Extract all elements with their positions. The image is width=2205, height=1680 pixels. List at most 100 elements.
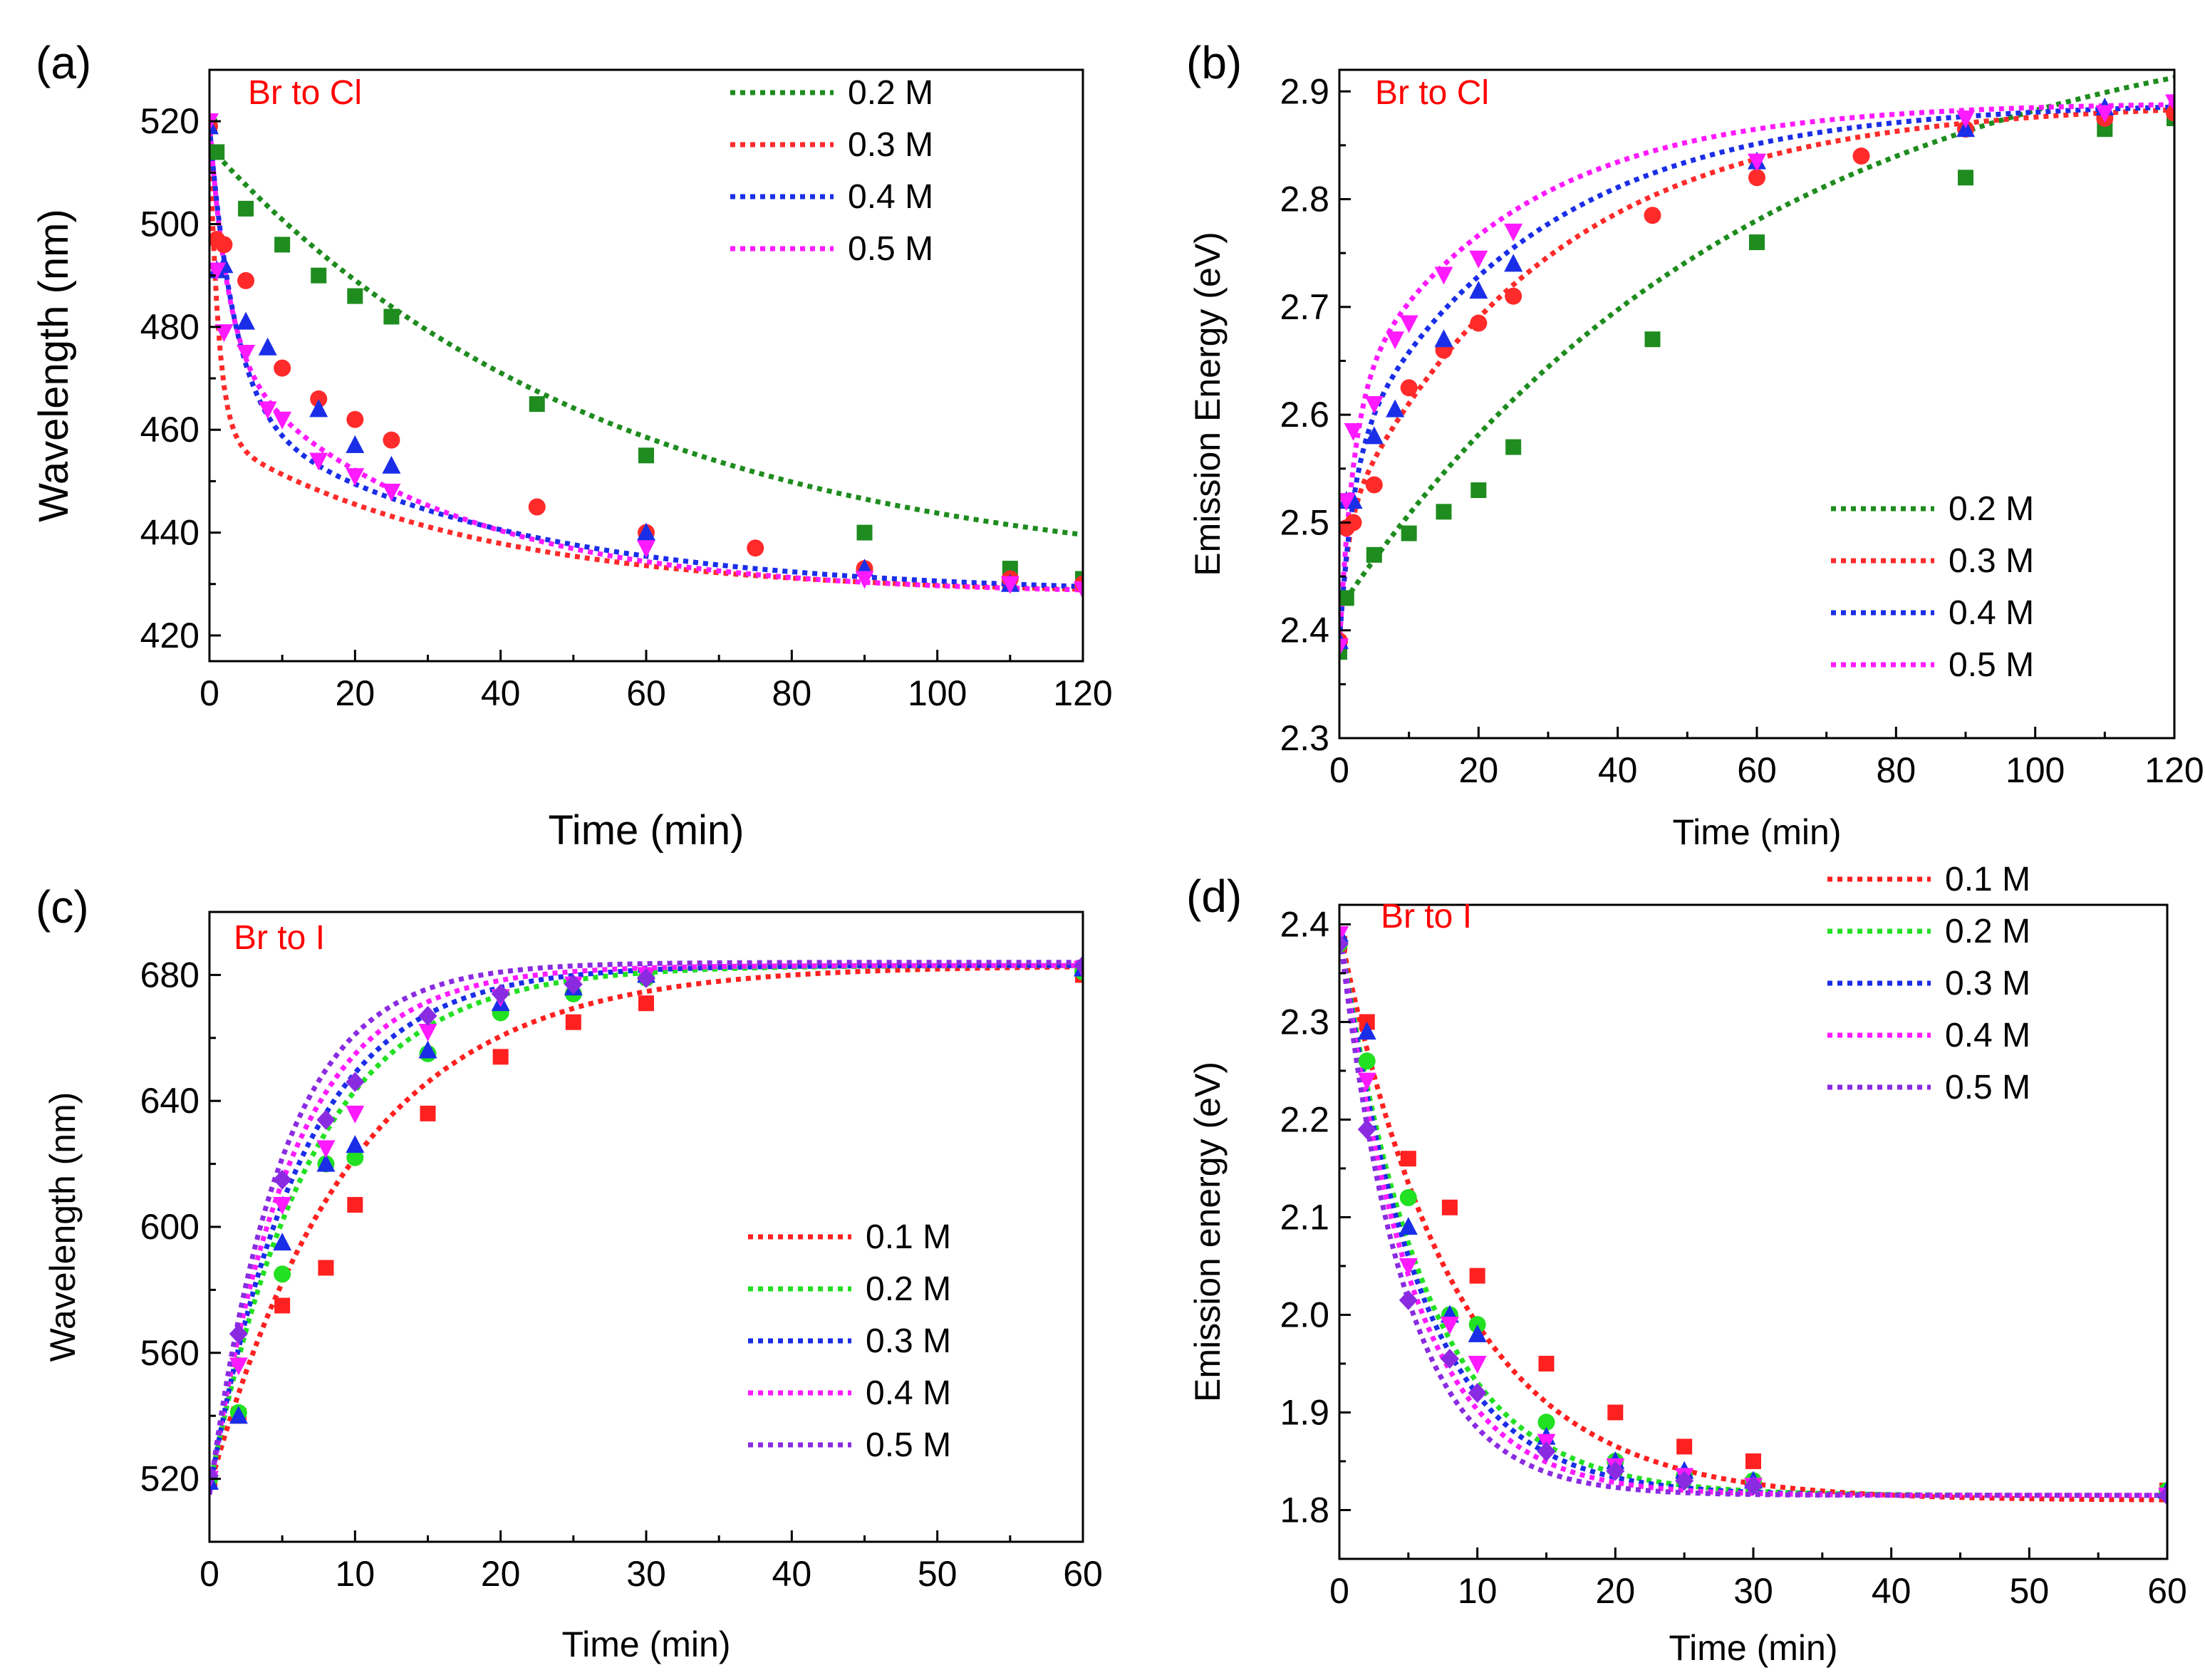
legend-label: 0.3 M bbox=[1945, 965, 2030, 1002]
data-point bbox=[229, 1357, 248, 1376]
data-point bbox=[309, 452, 328, 471]
x-tick-label: 120 bbox=[1053, 673, 1112, 713]
fit-line-0.5m bbox=[1339, 102, 2174, 647]
x-tick-label: 20 bbox=[1459, 750, 1499, 790]
x-tick-label: 10 bbox=[1458, 1571, 1498, 1611]
legend-label: 0.2 M bbox=[866, 1270, 951, 1308]
data-point bbox=[274, 1265, 291, 1283]
y-tick-label: 1.8 bbox=[1280, 1490, 1329, 1530]
data-point bbox=[1399, 315, 1418, 333]
x-tick-label: 60 bbox=[1737, 750, 1777, 790]
y-tick-label: 2.8 bbox=[1280, 180, 1329, 219]
data-point bbox=[1958, 170, 1973, 186]
data-point bbox=[1399, 1217, 1418, 1235]
data-point bbox=[1505, 439, 1522, 455]
fit-line-0.3m bbox=[209, 126, 1083, 592]
data-point bbox=[1399, 1290, 1418, 1310]
x-tick-label: 0 bbox=[1329, 1571, 1349, 1611]
data-point bbox=[346, 435, 365, 453]
data-point bbox=[1468, 1324, 1487, 1342]
data-point bbox=[1505, 287, 1522, 305]
legend-label: 0.3 M bbox=[866, 1322, 951, 1360]
data-markers bbox=[209, 955, 1083, 1490]
data-point bbox=[237, 344, 256, 363]
fit-line-0.2m bbox=[1339, 75, 2174, 611]
x-tick-label: 50 bbox=[918, 1554, 958, 1594]
data-point bbox=[1436, 504, 1452, 520]
data-point bbox=[1748, 153, 1766, 172]
x-tick-label: 20 bbox=[336, 673, 375, 713]
data-point bbox=[1344, 422, 1363, 441]
data-point bbox=[1364, 426, 1384, 445]
data-point bbox=[1364, 396, 1384, 414]
data-point bbox=[1504, 223, 1523, 242]
y-axis-label: Wavelength (nm) bbox=[31, 209, 77, 522]
data-point bbox=[316, 1153, 336, 1172]
data-point bbox=[420, 1105, 436, 1121]
data-point bbox=[1537, 1441, 1556, 1462]
fit-curves bbox=[209, 120, 1083, 593]
data-point bbox=[2158, 1485, 2167, 1505]
data-point bbox=[229, 1406, 248, 1424]
data-point bbox=[1400, 1151, 1416, 1167]
data-point bbox=[564, 974, 583, 995]
y-tick-label: 2.3 bbox=[1280, 718, 1329, 758]
x-axis-label: Time (min) bbox=[1669, 1628, 1837, 1668]
y-tick-label: 2.6 bbox=[1280, 395, 1329, 435]
y-tick-label: 640 bbox=[140, 1081, 199, 1121]
data-point bbox=[273, 1197, 292, 1215]
data-point bbox=[1074, 955, 1083, 976]
fit-line-0.2m bbox=[209, 145, 1083, 537]
data-point bbox=[258, 337, 277, 356]
x-tick-label: 80 bbox=[772, 673, 812, 713]
data-point bbox=[418, 1040, 437, 1059]
data-point bbox=[637, 522, 655, 541]
data-point bbox=[274, 1297, 291, 1314]
data-point bbox=[2166, 104, 2174, 122]
x-tick-label: 40 bbox=[481, 673, 521, 713]
plot-frame bbox=[208, 68, 1084, 663]
legend-label: 0.4 M bbox=[1949, 594, 2034, 632]
y-tick-label: 560 bbox=[140, 1333, 199, 1373]
legend-label: 0.5 M bbox=[1945, 1069, 2030, 1106]
data-point bbox=[383, 308, 400, 325]
data-point bbox=[1366, 546, 1382, 563]
data-point bbox=[1074, 581, 1083, 599]
data-point bbox=[1745, 1453, 1761, 1469]
data-point bbox=[311, 267, 327, 284]
x-tick-label: 10 bbox=[336, 1554, 375, 1594]
data-point bbox=[346, 1072, 365, 1092]
y-tick-label: 600 bbox=[140, 1207, 199, 1247]
data-point bbox=[1399, 1189, 1417, 1207]
data-point bbox=[1441, 1199, 1458, 1215]
data-point bbox=[492, 1049, 509, 1065]
panel-a: (a) 0 20 40 60 80 100 120 420 440 460 480 500 520 Time… bbox=[31, 37, 1113, 854]
data-point bbox=[209, 144, 225, 160]
data-point bbox=[316, 1140, 336, 1158]
fit-line-0.1m bbox=[209, 964, 1083, 1489]
data-point bbox=[529, 396, 545, 413]
data-point bbox=[638, 995, 654, 1012]
y-tick-label: 500 bbox=[140, 204, 199, 244]
panel-c: (c) 0 10 20 30 40 50 60 520 560 600 640 680 Time (min… bbox=[36, 881, 1103, 1664]
x-tick-label: 0 bbox=[199, 1554, 219, 1594]
fit-line-0.1m bbox=[1339, 928, 2167, 1503]
x-tick-label: 60 bbox=[2147, 1571, 2187, 1611]
data-point bbox=[382, 483, 401, 502]
data-point bbox=[1339, 493, 1356, 512]
data-point bbox=[274, 359, 291, 377]
y-tick-label: 520 bbox=[140, 101, 199, 141]
y-tick-label: 420 bbox=[140, 616, 199, 655]
data-point bbox=[1440, 1349, 1459, 1369]
data-point bbox=[1357, 1072, 1376, 1091]
fit-line-0.4m bbox=[1339, 104, 2174, 642]
data-point bbox=[209, 1466, 219, 1486]
data-point bbox=[1470, 314, 1488, 332]
y-tick-label: 520 bbox=[140, 1459, 199, 1499]
data-point bbox=[638, 447, 654, 464]
x-tick-label: 100 bbox=[2006, 750, 2065, 790]
data-point bbox=[1440, 1317, 1459, 1335]
data-point bbox=[637, 540, 655, 559]
y-tick-label: 2.1 bbox=[1280, 1197, 1329, 1237]
fit-line-0.4m bbox=[209, 963, 1083, 1495]
